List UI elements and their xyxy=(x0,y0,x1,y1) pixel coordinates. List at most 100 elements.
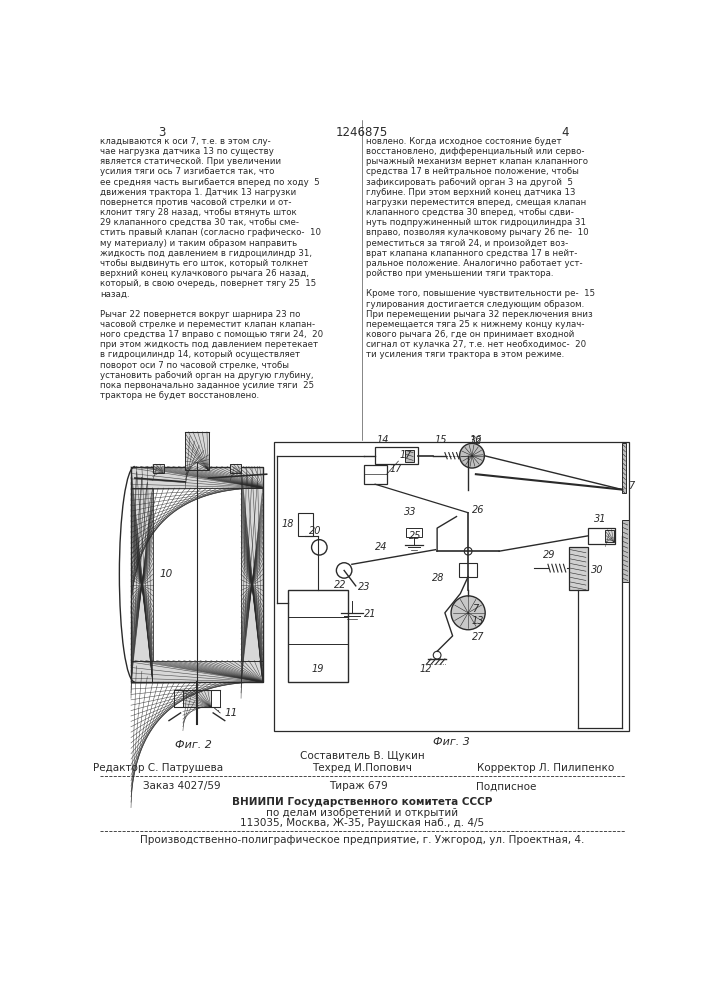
Text: 18: 18 xyxy=(281,519,293,529)
Text: Подписное: Подписное xyxy=(476,781,536,791)
Text: 3: 3 xyxy=(158,126,165,139)
Text: 29: 29 xyxy=(543,550,556,560)
Text: трактора не будет восстановлено.: трактора не будет восстановлено. xyxy=(100,391,259,400)
Text: средства 17 в нейтральное положение, чтобы: средства 17 в нейтральное положение, что… xyxy=(366,167,579,176)
Text: Кроме того, повышение чувствительности ре-  15: Кроме того, повышение чувствительности р… xyxy=(366,289,595,298)
Text: 26: 26 xyxy=(472,505,484,515)
Text: верхний конец кулачкового рычага 26 назад,: верхний конец кулачкового рычага 26 наза… xyxy=(100,269,309,278)
Text: 28: 28 xyxy=(433,573,445,583)
Text: повернется против часовой стрелки и от-: повернется против часовой стрелки и от- xyxy=(100,198,291,207)
Bar xyxy=(131,661,263,682)
Text: при этом жидкость под давлением перетекает: при этом жидкость под давлением перетека… xyxy=(100,340,318,349)
Bar xyxy=(569,547,588,590)
Bar xyxy=(298,513,313,536)
Bar xyxy=(288,590,348,682)
Text: новлено. Когда исходное состояние будет: новлено. Когда исходное состояние будет xyxy=(366,137,561,146)
Text: 32: 32 xyxy=(470,436,483,446)
Circle shape xyxy=(433,651,441,659)
Text: 11: 11 xyxy=(224,708,238,718)
Text: 4: 4 xyxy=(561,126,568,139)
Text: по делам изобретений и открытий: по делам изобретений и открытий xyxy=(266,808,458,818)
Bar xyxy=(459,563,477,577)
Text: 14: 14 xyxy=(377,435,389,445)
Text: 21: 21 xyxy=(364,609,377,619)
Text: ти усиления тяги трактора в этом режиме.: ти усиления тяги трактора в этом режиме. xyxy=(366,350,564,359)
Text: 17: 17 xyxy=(400,450,412,460)
Bar xyxy=(153,464,163,473)
Text: Фиг. 3: Фиг. 3 xyxy=(433,737,470,747)
Bar xyxy=(375,447,418,464)
Text: кладываются к оси 7, т.е. в этом слу-: кладываются к оси 7, т.е. в этом слу- xyxy=(100,137,271,146)
Text: му материалу) и таким образом направить: му материалу) и таким образом направить xyxy=(100,239,297,248)
Bar xyxy=(274,442,629,731)
Text: жидкость под давлением в гидроцилиндр 31,: жидкость под давлением в гидроцилиндр 31… xyxy=(100,249,312,258)
Bar xyxy=(241,466,263,682)
Text: 13: 13 xyxy=(472,615,484,626)
Text: 31: 31 xyxy=(594,514,606,524)
Text: глубине. При этом верхний конец датчика 13: глубине. При этом верхний конец датчика … xyxy=(366,188,575,197)
Bar xyxy=(131,466,153,682)
Text: установить рабочий орган на другую глубину,: установить рабочий орган на другую глуби… xyxy=(100,371,313,380)
Bar xyxy=(230,464,241,473)
Text: кового рычага 26, где он принимает входной: кового рычага 26, где он принимает входн… xyxy=(366,330,574,339)
Text: 7: 7 xyxy=(472,604,478,614)
Text: Рычаг 22 повернется вокруг шарнира 23 по: Рычаг 22 повернется вокруг шарнира 23 по xyxy=(100,310,300,319)
Text: Производственно-полиграфическое предприятие, г. Ужгород, ул. Проектная, 4.: Производственно-полиграфическое предприя… xyxy=(140,835,584,845)
Text: поворот оси 7 по часовой стрелке, чтобы: поворот оси 7 по часовой стрелке, чтобы xyxy=(100,361,289,370)
Text: чтобы выдвинуть его шток, который толкнет: чтобы выдвинуть его шток, который толкне… xyxy=(100,259,308,268)
Text: который, в свою очередь, повернет тягу 25  15: который, в свою очередь, повернет тягу 2… xyxy=(100,279,316,288)
Bar xyxy=(174,690,220,707)
Text: 7: 7 xyxy=(629,481,635,491)
Bar xyxy=(131,466,263,488)
Text: клонит тягу 28 назад, чтобы втянуть шток: клонит тягу 28 назад, чтобы втянуть шток xyxy=(100,208,297,217)
Circle shape xyxy=(464,547,472,555)
Text: сигнал от кулачка 27, т.е. нет необходимос-  20: сигнал от кулачка 27, т.е. нет необходим… xyxy=(366,340,586,349)
Text: 113035, Москва, Ж-35, Раушская наб., д. 4/5: 113035, Москва, Ж-35, Раушская наб., д. … xyxy=(240,818,484,828)
Text: 12: 12 xyxy=(419,664,432,674)
Bar xyxy=(622,443,626,493)
Text: в гидроцилиндр 14, который осуществляет: в гидроцилиндр 14, который осуществляет xyxy=(100,350,300,359)
Text: ройство при уменьшении тяги трактора.: ройство при уменьшении тяги трактора. xyxy=(366,269,554,278)
Bar xyxy=(185,432,209,470)
Text: клапанного средства 30 вперед, чтобы сдви-: клапанного средства 30 вперед, чтобы сдв… xyxy=(366,208,573,217)
Bar xyxy=(406,528,421,537)
Text: нуть подпружиненный шток гидроцилиндра 31: нуть подпружиненный шток гидроцилиндра 3… xyxy=(366,218,586,227)
Text: перемещается тяга 25 к нижнему концу кулач-: перемещается тяга 25 к нижнему концу кул… xyxy=(366,320,584,329)
Text: 24: 24 xyxy=(375,542,387,552)
Text: 23: 23 xyxy=(358,582,370,592)
Circle shape xyxy=(337,563,352,578)
Text: вправо, позволяя кулачковому рычагу 26 пе-  10: вправо, позволяя кулачковому рычагу 26 п… xyxy=(366,228,588,237)
Text: 17: 17 xyxy=(389,464,402,474)
Text: 15: 15 xyxy=(435,435,448,445)
Text: 29 клапанного средства 30 так, чтобы сме-: 29 клапанного средства 30 так, чтобы сме… xyxy=(100,218,299,227)
Text: 33: 33 xyxy=(404,507,416,517)
Text: врат клапана клапанного средства 17 в нейт-: врат клапана клапанного средства 17 в не… xyxy=(366,249,577,258)
Text: реместиться за тягой 24, и произойдет воз-: реместиться за тягой 24, и произойдет во… xyxy=(366,239,568,248)
Text: рычажный механизм вернет клапан клапанного: рычажный механизм вернет клапан клапанно… xyxy=(366,157,588,166)
Text: назад.: назад. xyxy=(100,289,129,298)
Bar xyxy=(404,450,414,462)
Bar xyxy=(621,520,629,582)
Text: 19: 19 xyxy=(312,664,325,674)
Bar xyxy=(363,465,387,484)
Text: 30: 30 xyxy=(590,565,603,575)
Text: Тираж 679: Тираж 679 xyxy=(329,781,387,791)
Text: пока первоначально заданное усилие тяги  25: пока первоначально заданное усилие тяги … xyxy=(100,381,314,390)
Text: 22: 22 xyxy=(334,580,346,590)
Text: часовой стрелке и переместит клапан клапан-: часовой стрелке и переместит клапан клап… xyxy=(100,320,315,329)
Text: 27: 27 xyxy=(472,632,484,642)
Text: 1246875: 1246875 xyxy=(336,126,388,139)
Text: чае нагрузка датчика 13 по существу: чае нагрузка датчика 13 по существу xyxy=(100,147,274,156)
Text: нагрузки переместится вперед, смещая клапан: нагрузки переместится вперед, смещая кла… xyxy=(366,198,586,207)
Text: 20: 20 xyxy=(309,526,322,536)
Bar xyxy=(588,528,615,544)
Text: ее средняя часть выгибается вперед по ходу  5: ее средняя часть выгибается вперед по хо… xyxy=(100,178,320,187)
Text: 25: 25 xyxy=(409,531,421,541)
Text: движения трактора 1. Датчик 13 нагрузки: движения трактора 1. Датчик 13 нагрузки xyxy=(100,188,296,197)
Text: 16: 16 xyxy=(469,435,482,445)
Text: усилия тяги ось 7 изгибается так, что: усилия тяги ось 7 изгибается так, что xyxy=(100,167,274,176)
Text: зафиксировать рабочий орган 3 на другой  5: зафиксировать рабочий орган 3 на другой … xyxy=(366,178,573,187)
Text: 10: 10 xyxy=(159,569,173,579)
Text: Техред И.Попович: Техред И.Попович xyxy=(312,763,412,773)
Text: стить правый клапан (согласно графическо-  10: стить правый клапан (согласно графическо… xyxy=(100,228,321,237)
